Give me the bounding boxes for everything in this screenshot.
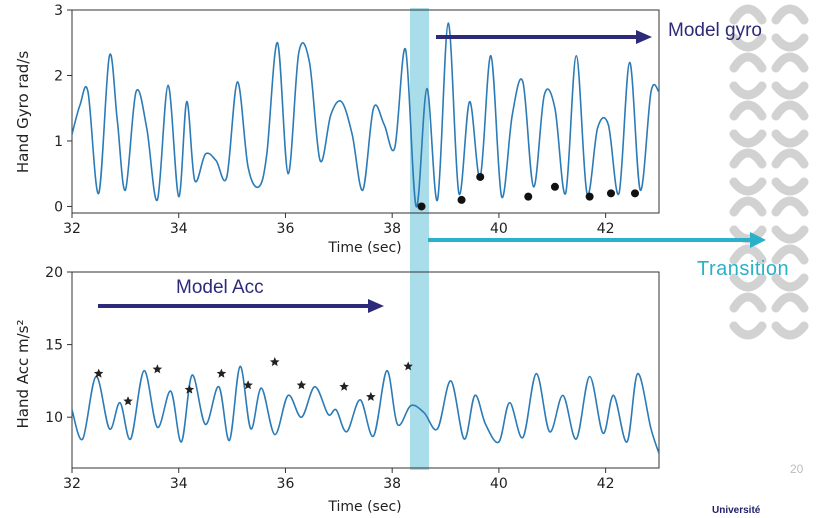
acc-xtick-label: 36 bbox=[277, 476, 295, 492]
pattern-arc bbox=[771, 177, 809, 196]
acc-peak-marker-star bbox=[366, 391, 376, 401]
acc-ytick-label: 20 bbox=[45, 265, 63, 281]
transition-label: Transition bbox=[697, 258, 790, 280]
acc-plot-frame bbox=[71, 271, 660, 469]
pattern-arc bbox=[771, 148, 809, 169]
gyro-peak-marker-dot bbox=[476, 172, 485, 181]
pattern-arc bbox=[771, 100, 809, 121]
acc-peak-marker-star bbox=[152, 364, 163, 374]
model-gyro-label: Model gyro bbox=[668, 20, 762, 41]
acc-peak-marker-star bbox=[216, 368, 227, 378]
pattern-arc bbox=[771, 33, 809, 52]
transition-highlight-band bbox=[410, 8, 429, 470]
gyro-peak-marker-dot bbox=[417, 202, 426, 211]
gyro-xtick-label: 34 bbox=[170, 221, 188, 237]
pattern-arc bbox=[771, 244, 809, 265]
acc-peak-marker-star bbox=[93, 368, 104, 378]
acc-xtick-label: 42 bbox=[597, 476, 615, 492]
gyro-signal-line bbox=[72, 22, 659, 208]
acc-xlabel: Time (sec) bbox=[327, 499, 401, 515]
pattern-arc bbox=[771, 196, 809, 217]
acc-peak-marker-star bbox=[184, 384, 195, 394]
acc-peak-marker-star bbox=[243, 380, 253, 390]
pattern-arc bbox=[729, 273, 767, 292]
gyro-peak-marker-dot bbox=[550, 182, 559, 191]
pattern-arc bbox=[771, 4, 809, 25]
pattern-arc bbox=[729, 33, 767, 52]
acc-ytick-label: 15 bbox=[45, 338, 63, 354]
acc-plot: 32 34 36 38 40 42 10 15 20 bbox=[45, 265, 659, 492]
pattern-arc bbox=[729, 100, 767, 121]
gyro-xtick-label: 40 bbox=[490, 221, 508, 237]
acc-peak-marker-star bbox=[270, 357, 280, 367]
pattern-arc bbox=[771, 321, 809, 340]
pattern-arc bbox=[729, 52, 767, 73]
model-acc-arrow bbox=[98, 299, 384, 313]
acc-xtick-label: 32 bbox=[63, 476, 81, 492]
acc-peak-marker-star bbox=[339, 381, 349, 391]
gyro-peak-marker-dot bbox=[585, 192, 594, 201]
pattern-arc bbox=[729, 4, 767, 25]
model-gyro-arrow bbox=[436, 30, 652, 44]
pattern-arc bbox=[729, 81, 767, 100]
gyro-ytick-label: 0 bbox=[54, 199, 63, 215]
gyro-peak-marker-dot bbox=[606, 189, 615, 198]
pattern-arc bbox=[729, 177, 767, 196]
gyro-ytick-label: 2 bbox=[54, 68, 63, 84]
model-acc-label: Model Acc bbox=[176, 277, 264, 298]
pattern-arc bbox=[771, 81, 809, 100]
gyro-peak-marker-dot bbox=[524, 192, 533, 201]
university-logo-text: Université bbox=[712, 505, 761, 516]
pattern-arc bbox=[771, 129, 809, 148]
acc-xtick-label: 38 bbox=[383, 476, 401, 492]
gyro-xtick-label: 32 bbox=[63, 221, 81, 237]
pattern-arc bbox=[771, 225, 809, 244]
pattern-arc bbox=[771, 52, 809, 73]
decorative-pattern bbox=[729, 4, 809, 340]
acc-xtick-label: 40 bbox=[490, 476, 508, 492]
pattern-arc bbox=[729, 244, 767, 265]
acc-ylabel: Hand Acc m/s² bbox=[14, 319, 32, 428]
acc-peak-marker-star bbox=[296, 380, 307, 390]
gyro-ytick-label: 1 bbox=[54, 134, 63, 150]
acc-signal-line bbox=[72, 365, 659, 454]
acc-ytick-label: 10 bbox=[45, 410, 63, 426]
transition-arrow bbox=[428, 232, 766, 248]
pattern-arc bbox=[729, 148, 767, 169]
gyro-peak-marker-dot bbox=[457, 195, 466, 204]
acc-peak-marker-star bbox=[403, 361, 413, 371]
pattern-arc bbox=[729, 129, 767, 148]
pattern-arc bbox=[729, 196, 767, 217]
gyro-plot-frame bbox=[71, 9, 660, 214]
gyro-xtick-label: 36 bbox=[277, 221, 295, 237]
pattern-arc bbox=[771, 273, 809, 292]
gyro-peak-marker-dot bbox=[630, 189, 639, 198]
gyro-xtick-label: 38 bbox=[383, 221, 401, 237]
pattern-arc bbox=[729, 321, 767, 340]
gyro-xlabel: Time (sec) bbox=[327, 240, 401, 256]
gyro-xtick-label: 42 bbox=[597, 221, 615, 237]
slide-number: 20 bbox=[790, 462, 804, 476]
pattern-arc bbox=[729, 292, 767, 313]
gyro-ylabel: Hand Gyro rad/s bbox=[14, 51, 32, 173]
gyro-ytick-label: 3 bbox=[54, 3, 63, 19]
gyro-plot: 32 34 36 38 40 42 0 1 2 3 bbox=[54, 3, 659, 237]
acc-xtick-label: 34 bbox=[170, 476, 188, 492]
acc-peak-marker-star bbox=[123, 396, 133, 406]
pattern-arc bbox=[771, 292, 809, 313]
